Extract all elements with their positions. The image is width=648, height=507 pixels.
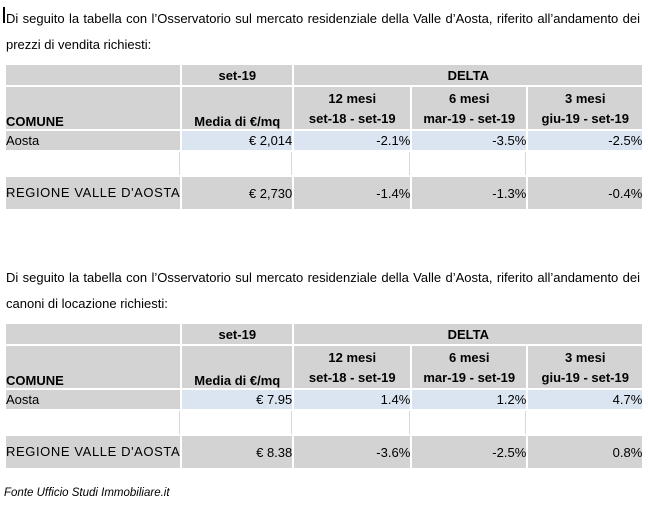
comune-cell: REGIONE VALLE D'AOSTA <box>6 436 181 468</box>
media-cell: € 7.95 <box>182 390 293 409</box>
spacer-cell <box>6 411 181 434</box>
blank-header-cell <box>6 65 181 85</box>
delta-6m-cell: -1.3% <box>412 177 527 209</box>
delta-12m-cell: 1.4% <box>294 390 411 409</box>
comune-cell: REGIONE VALLE D'AOSTA <box>6 177 181 209</box>
delta-range-label: mar-19 - set-19 <box>423 111 516 126</box>
media-cell: € 2,014 <box>182 131 293 150</box>
spacer-cell <box>182 152 293 175</box>
delta-range-label: giu-19 - set-19 <box>541 111 629 126</box>
source-note: Fonte Ufficio Studi Immobiliare.it <box>4 487 170 499</box>
column-header-3-mesi: 3 mesi giu-19 - set-19 <box>528 87 643 129</box>
media-cell: € 2,730 <box>182 177 293 209</box>
delta-period-label: 6 mesi <box>449 91 490 106</box>
delta-period-label: 3 mesi <box>565 350 606 365</box>
column-header-12-mesi: 12 mesi set-18 - set-19 <box>294 346 411 388</box>
media-cell: € 8.38 <box>182 436 293 468</box>
delta-3m-cell: 0.8% <box>528 436 643 468</box>
column-header-12-mesi: 12 mesi set-18 - set-19 <box>294 87 411 129</box>
column-header-3-mesi: 3 mesi giu-19 - set-19 <box>528 346 643 388</box>
table-row-regione: REGIONE VALLE D'AOSTA € 2,730 -1.4% -1.3… <box>6 177 643 209</box>
delta-range-label: giu-19 - set-19 <box>541 370 629 385</box>
spacer-cell <box>294 411 411 434</box>
spacer-row <box>6 411 643 434</box>
delta-range-label: set-18 - set-19 <box>308 111 396 126</box>
delta-12m-cell: -1.4% <box>294 177 411 209</box>
table-row-aosta: Aosta € 2,014 -2.1% -3.5% -2.5% <box>6 131 643 150</box>
spacer-cell <box>528 411 643 434</box>
sale-price-table: set-19 DELTA COMUNE Media di €/mq 12 mes… <box>4 63 644 211</box>
delta-header: DELTA <box>294 65 643 85</box>
spacer-row <box>6 152 643 175</box>
column-header-media: Media di €/mq <box>182 87 293 129</box>
delta-range-label: mar-19 - set-19 <box>423 370 516 385</box>
table-row-aosta: Aosta € 7.95 1.4% 1.2% 4.7% <box>6 390 643 409</box>
period-header: set-19 <box>182 324 293 344</box>
period-header: set-19 <box>182 65 293 85</box>
delta-3m-cell: 4.7% <box>528 390 643 409</box>
delta-period-label: 6 mesi <box>449 350 490 365</box>
column-header-6-mesi: 6 mesi mar-19 - set-19 <box>412 346 527 388</box>
delta-3m-cell: -2.5% <box>528 131 643 150</box>
column-header-comune: COMUNE <box>6 346 181 388</box>
delta-period-label: 3 mesi <box>565 91 606 106</box>
delta-range-label: set-18 - set-19 <box>308 370 396 385</box>
delta-6m-cell: 1.2% <box>412 390 527 409</box>
blank-header-cell <box>6 324 181 344</box>
spacer-cell <box>412 152 527 175</box>
text-caret <box>3 7 5 23</box>
spacer-cell <box>528 152 643 175</box>
delta-6m-cell: -3.5% <box>412 131 527 150</box>
delta-header: DELTA <box>294 324 643 344</box>
spacer-cell <box>412 411 527 434</box>
delta-3m-cell: -0.4% <box>528 177 643 209</box>
table-row-regione: REGIONE VALLE D'AOSTA € 8.38 -3.6% -2.5%… <box>6 436 643 468</box>
rental-price-table: set-19 DELTA COMUNE Media di €/mq 12 mes… <box>4 322 644 470</box>
spacer-cell <box>182 411 293 434</box>
delta-12m-cell: -3.6% <box>294 436 411 468</box>
column-header-6-mesi: 6 mesi mar-19 - set-19 <box>412 87 527 129</box>
comune-cell: Aosta <box>6 390 181 409</box>
spacer-cell <box>294 152 411 175</box>
delta-period-label: 12 mesi <box>328 91 377 106</box>
column-header-media: Media di €/mq <box>182 346 293 388</box>
delta-12m-cell: -2.1% <box>294 131 411 150</box>
comune-cell: Aosta <box>6 131 181 150</box>
column-header-comune: COMUNE <box>6 87 181 129</box>
delta-period-label: 12 mesi <box>328 350 377 365</box>
delta-6m-cell: -2.5% <box>412 436 527 468</box>
intro-paragraph-rent: Di seguito la tabella con l’Osservatorio… <box>6 270 640 311</box>
intro-paragraph-sale: Di seguito la tabella con l’Osservatorio… <box>6 11 640 52</box>
spacer-cell <box>6 152 181 175</box>
